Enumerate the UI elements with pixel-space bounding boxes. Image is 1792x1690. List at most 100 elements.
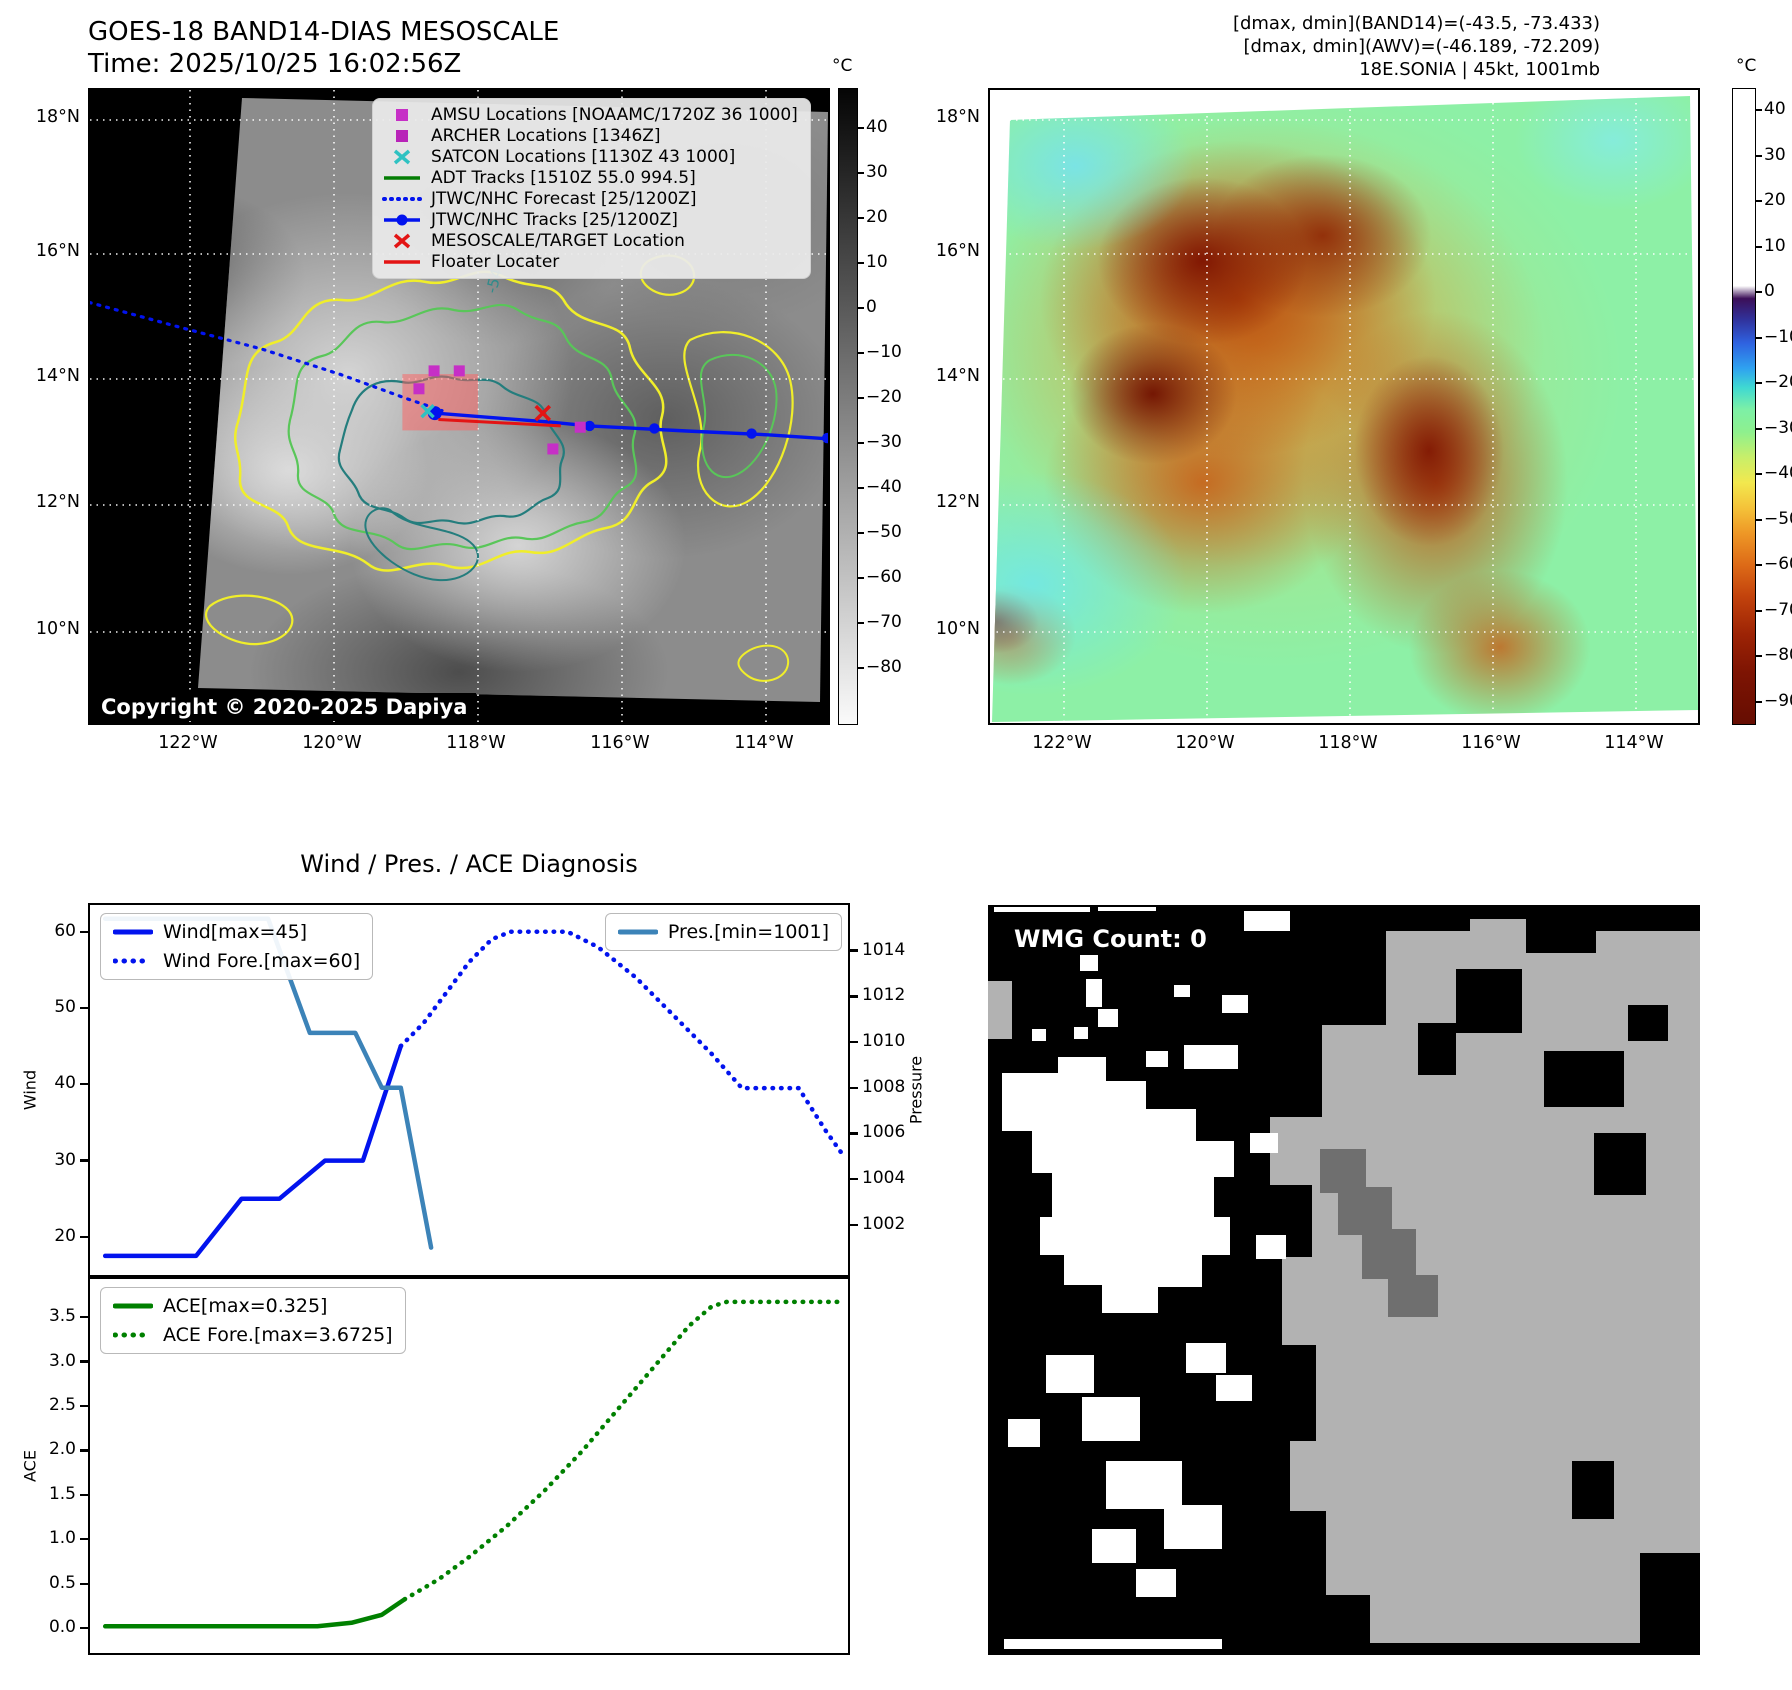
colorbar-tick-label: 0 — [1764, 281, 1775, 301]
contour-yellow-blob-sw — [205, 594, 294, 646]
chart-legend-item: Wind[max=45] — [113, 921, 360, 943]
map-legend-item: ARCHER Locations [1346Z] — [379, 126, 798, 146]
wind_pres-legend-left: Wind[max=45] Wind Fore.[max=60] — [100, 913, 374, 980]
colorbar-tick-mark — [1756, 609, 1762, 612]
lat-tick-label: 14°N — [35, 366, 80, 386]
x-legend-marker-icon — [379, 149, 425, 165]
map-legend-item: JTWC/NHC Tracks [25/1200Z] — [379, 210, 798, 230]
jtwc-track-point — [746, 428, 757, 439]
colorbar-tick-label: −50 — [866, 522, 902, 542]
colorbar-tick-mark — [858, 127, 864, 129]
mesoscale-target-x — [534, 404, 552, 422]
colorbar-tick-mark — [858, 307, 864, 309]
y-axis-tick-mark — [80, 1626, 88, 1630]
map-legend-label: MESOSCALE/TARGET Location — [431, 231, 685, 251]
y-axis-tick-label: 1002 — [862, 1213, 906, 1234]
lon-tick-label: 116°W — [1461, 733, 1521, 753]
y-axis-tick-label: 0.0 — [48, 1617, 76, 1638]
awv-rainbow-map-panel — [988, 88, 1700, 725]
dmax-dmin-band14: [dmax, dmin](BAND14)=(-43.5, -73.433) — [1232, 13, 1600, 34]
ace-chart: ACE[max=0.325] ACE Fore.[max=3.6725] — [88, 1277, 850, 1655]
y-axis-tick-label: 30 — [54, 1149, 76, 1170]
colorbar-tick-mark — [1756, 518, 1762, 521]
y-axis-tick-label: 40 — [54, 1073, 76, 1094]
y-axis-tick-label: 1014 — [862, 939, 906, 960]
colorbar-tick-label: −40 — [1764, 463, 1792, 483]
map-legend-label: JTWC/NHC Forecast [25/1200Z] — [431, 189, 697, 209]
chart-legend-label: ACE[max=0.325] — [163, 1295, 328, 1317]
lat-tick-label: 10°N — [35, 619, 80, 639]
copyright-banner: Copyright © 2020-2025 Dapiya — [92, 693, 477, 721]
jtwc-best-track — [434, 411, 828, 441]
map-legend-item: MESOSCALE/TARGET Location — [379, 231, 798, 251]
map-legend-label: Floater Locater — [431, 252, 560, 272]
contour-yellow-blob-e — [683, 331, 794, 508]
colorbar-tick-mark — [1756, 473, 1762, 475]
map-legend-label: ARCHER Locations [1346Z] — [431, 126, 661, 146]
chart-legend-label: Wind Fore.[max=60] — [163, 950, 361, 972]
wmg-black-patches — [1418, 969, 1700, 1643]
ace-forecast-line — [402, 1299, 847, 1602]
rainbow-ir-imagery — [992, 96, 1698, 722]
y-axis-tick-label: 50 — [54, 996, 76, 1017]
colorbar-tick-mark — [858, 172, 864, 174]
lon-tick-label: 118°W — [1318, 733, 1378, 753]
y-axis-tick-mark — [80, 1315, 88, 1319]
colorbar-tick-mark — [1756, 154, 1762, 157]
floater-locater-line — [438, 418, 561, 428]
colorbar-tick-label: −90 — [1764, 690, 1792, 711]
left-colorbar — [838, 88, 858, 725]
line-legend-marker-icon — [379, 254, 425, 270]
amsu-archer-square — [428, 365, 440, 377]
colorbar-tick-mark — [858, 352, 864, 354]
y-axis-tick-label: 2.0 — [48, 1439, 76, 1460]
ace-legend-left: ACE[max=0.325] ACE Fore.[max=3.6725] — [100, 1287, 406, 1354]
wind-line — [102, 1043, 404, 1259]
colorbar-tick-label: −70 — [866, 612, 902, 632]
colorbar-tick-label: −80 — [1764, 645, 1792, 665]
left-map-title-line2: Time: 2025/10/25 16:02:56Z — [88, 49, 462, 79]
y-axis-tick-label: 3.0 — [48, 1350, 76, 1371]
lon-tick-label: 122°W — [1032, 733, 1092, 753]
colorbar-tick-label: 0 — [866, 297, 877, 317]
colorbar-tick-mark — [858, 442, 864, 444]
wmg-darkgray-streak — [1320, 1149, 1438, 1317]
y-axis-tick-mark — [80, 1538, 88, 1541]
colorbar-tick-label: −30 — [1764, 417, 1792, 438]
wmg-mask-panel: WMG Count: 0 — [988, 905, 1700, 1655]
y-axis-tick-mark — [80, 1159, 88, 1162]
map-legend-label: AMSU Locations [NOAAMC/1720Z 36 1000] — [431, 105, 798, 125]
colorbar-tick-label: −20 — [1764, 372, 1792, 392]
y-axis-tick-label: 1.0 — [48, 1528, 76, 1549]
colorbar-tick-label: 20 — [1764, 190, 1786, 210]
colorbar-tick-mark — [858, 262, 864, 264]
square-legend-marker-icon — [379, 128, 425, 144]
colorbar-tick-label: 30 — [1764, 144, 1786, 165]
y-axis-tick-mark — [850, 1223, 858, 1226]
colorbar-tick-mark — [1756, 336, 1762, 339]
colorbar-tick-mark — [858, 217, 864, 219]
lon-tick-label: 116°W — [590, 733, 650, 753]
square-glyph — [396, 130, 408, 142]
lat-tick-label: 10°N — [935, 619, 980, 639]
colorbar-tick-label: 10 — [1764, 235, 1786, 256]
amsu-archer-square — [547, 443, 559, 455]
diagnosis-title: Wind / Pres. / ACE Diagnosis — [300, 850, 638, 878]
cloud-contours — [205, 254, 794, 682]
lat-tick-label: 16°N — [35, 241, 80, 261]
x-glyph — [393, 233, 411, 249]
left-map-legend: AMSU Locations [NOAAMC/1720Z 36 1000] ARC… — [372, 98, 811, 279]
dotted-legend-marker-icon — [379, 191, 425, 207]
colorbar-tick-label: −10 — [866, 342, 902, 362]
colorbar-tick-mark — [858, 622, 864, 624]
colorbar-tick-mark — [1756, 564, 1762, 566]
left-map-title-line1: GOES-18 BAND14-DIAS MESOSCALE — [88, 17, 560, 47]
amsu-archer-square — [574, 421, 586, 433]
contour-green — [287, 303, 638, 551]
x-glyph — [393, 149, 411, 165]
colorbar-tick-mark — [1756, 700, 1762, 703]
chart-legend-label: ACE Fore.[max=3.6725] — [163, 1324, 393, 1346]
contour-teal-s — [364, 507, 479, 582]
colorbar-tick-label: 30 — [866, 162, 888, 182]
y-axis-tick-label: 1008 — [862, 1076, 906, 1097]
